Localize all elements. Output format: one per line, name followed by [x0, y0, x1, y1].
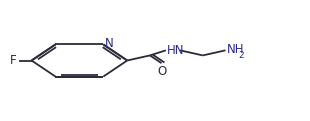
Text: O: O [157, 65, 167, 78]
Text: NH: NH [227, 43, 244, 57]
Text: N: N [105, 37, 113, 50]
Text: F: F [10, 54, 16, 67]
Text: HN: HN [167, 44, 185, 57]
Text: 2: 2 [239, 51, 244, 60]
